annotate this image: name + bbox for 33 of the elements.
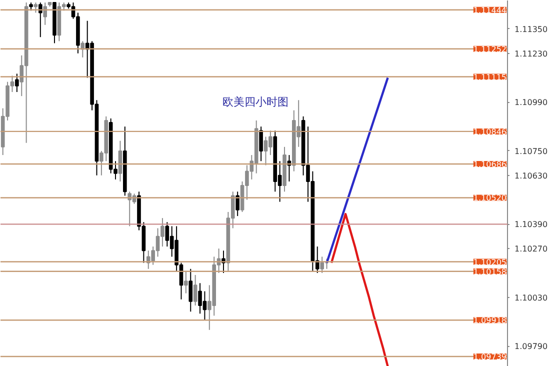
- y-tick-label: 1.09790: [514, 342, 548, 352]
- line-series: [326, 76, 389, 264]
- ref-line-label: 1.11444: [473, 6, 507, 15]
- y-tick-label: 1.11350: [514, 24, 548, 34]
- ref-line-label: 1.10686: [473, 160, 507, 169]
- candlestick: [188, 268, 193, 312]
- ref-line-label: 1.11115: [473, 72, 507, 82]
- ref-line-label: 1.09918: [473, 316, 507, 326]
- ref-line-label: 1.10158: [473, 267, 507, 276]
- candlestick: [259, 126, 263, 162]
- candlestick: [193, 274, 198, 306]
- ref-line-label: 1.09739: [473, 352, 507, 362]
- y-tick-label: 1.10750: [514, 146, 548, 156]
- y-tick-label: 1.10030: [514, 293, 548, 302]
- ref-line-label: 1.10520: [473, 194, 507, 203]
- candlestick: [184, 270, 188, 294]
- y-tick-label: 1.10990: [514, 98, 548, 108]
- candlestick: [43, 2, 48, 26]
- y-tick-label: 1.10630: [514, 171, 548, 180]
- candlestick: [15, 73, 19, 92]
- y-tick-label: 1.10390: [514, 220, 548, 230]
- ref-line-label: 1.11252: [473, 44, 507, 54]
- candlestick: [236, 191, 240, 217]
- ref-line-label: 1.10205: [473, 258, 507, 267]
- candlestick: [34, 2, 38, 14]
- candlestick: [320, 256, 324, 274]
- candlestick: [38, 2, 42, 38]
- candlestick: [80, 40, 85, 58]
- line-series: [330, 212, 389, 366]
- ref-line-label: 1.10846: [473, 127, 507, 136]
- y-tick-label: 1.11230: [514, 49, 548, 58]
- y-tick-label: 1.10270: [514, 244, 548, 254]
- text: 欧美四小时图: [222, 96, 288, 108]
